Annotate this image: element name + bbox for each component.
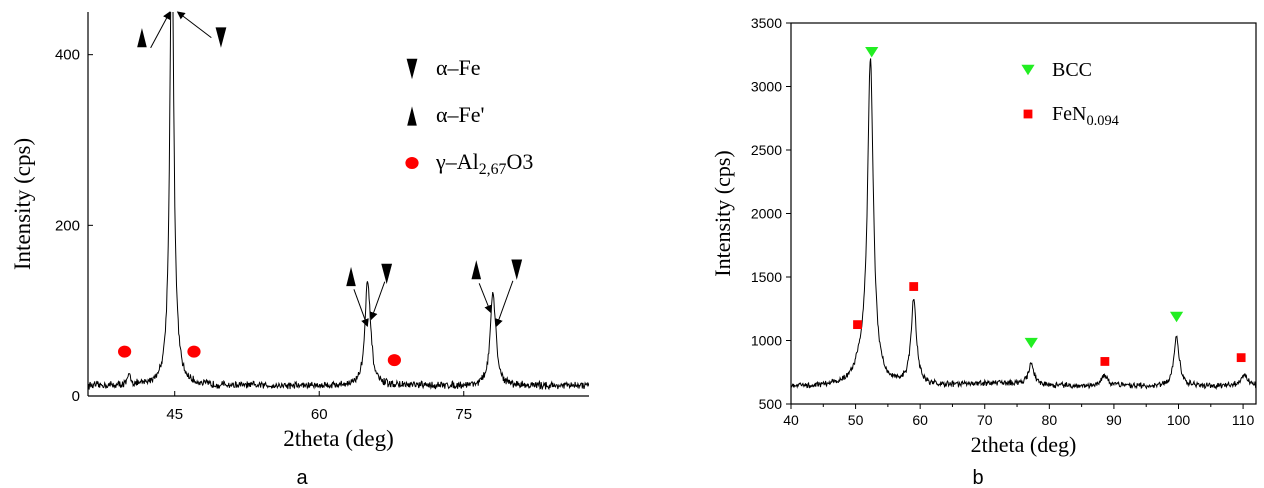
phase-marker [511,259,523,280]
x-tick-label: 60 [311,406,328,423]
y-tick-label: 500 [759,396,783,412]
legend-label: FeN0.094 [1052,103,1119,129]
plot-frame [790,22,1257,405]
x-tick-label: 60 [912,412,928,428]
legend-marker [405,157,419,169]
phase-marker [865,46,879,58]
legend-marker [406,58,418,80]
y-tick-label: 1500 [751,269,782,285]
phase-marker [1024,337,1038,349]
phase-marker [187,345,201,358]
phase-marker [137,28,147,48]
x-tick-label: 45 [166,406,183,423]
x-axis-label: 2theta (deg) [971,432,1077,457]
phase-marker [387,354,401,367]
phase-marker [215,27,227,48]
legend-marker [407,106,417,126]
y-axis-label: Intensity (cps) [10,138,35,270]
phase-marker [381,263,393,285]
phase-marker [909,282,919,291]
peak-arrow [369,281,386,321]
phase-marker [118,345,132,358]
y-tick-label: 0 [72,388,80,405]
y-tick-label: 200 [55,217,80,234]
panel-label-b: b [972,467,983,488]
legend-label: α–Fe' [436,102,485,127]
phase-marker [1100,357,1110,366]
phase-marker [1236,353,1246,363]
x-tick-label: 110 [1232,412,1255,428]
phase-marker [471,260,482,280]
x-axis-label: 2theta (deg) [283,426,393,451]
legend-marker [1023,109,1033,119]
phase-marker [1169,311,1184,323]
peak-arrow [176,11,212,38]
phase-marker [853,320,862,330]
y-tick-label: 3000 [751,79,782,95]
x-tick-label: 50 [848,412,864,428]
x-tick-label: 80 [1042,412,1058,428]
panel-label-a: a [296,467,308,488]
x-tick-label: 100 [1167,412,1191,428]
peak-arrow [478,283,492,314]
y-tick-label: 2500 [751,142,782,158]
legend-label: α–Fe [436,55,481,80]
y-axis-label: Intensity (cps) [710,150,735,276]
peak-arrow [495,280,514,327]
chart-b: 40 50 60 70 80 90 100 110 500 1000 1500 2000 2500 300… [710,15,1257,457]
x-tick-label: 70 [977,412,993,428]
y-tick-label: 2000 [751,206,782,222]
x-tick-label: 90 [1106,412,1122,428]
y-tick-label: 3500 [751,15,782,31]
legend-marker [1021,64,1035,76]
legend-label: BCC [1052,59,1092,81]
y-tick-label: 400 [55,47,80,64]
x-tick-label: 40 [783,412,799,428]
peak-arrow [150,11,171,49]
chart-a: 45 60 75 0 200 400 2theta (deg) Intensity (cps)… [10,11,589,451]
y-tick-label: 1000 [751,333,782,349]
data-trace [791,58,1256,391]
peak-arrow [353,289,369,327]
x-tick-label: 75 [455,406,472,423]
data-trace [88,12,589,391]
legend-label: γ–Al2,67O3 [435,149,533,178]
phase-marker [346,266,356,287]
